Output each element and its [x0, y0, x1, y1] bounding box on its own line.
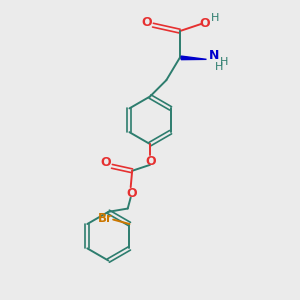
Polygon shape	[181, 56, 206, 60]
Text: Br: Br	[98, 212, 112, 225]
Text: H: H	[220, 57, 229, 67]
Text: O: O	[145, 155, 156, 168]
Text: H: H	[215, 62, 224, 72]
Text: O: O	[141, 16, 152, 29]
Text: O: O	[126, 187, 137, 200]
Text: O: O	[199, 17, 210, 30]
Text: O: O	[101, 156, 111, 169]
Text: N: N	[209, 49, 220, 62]
Text: H: H	[211, 13, 220, 23]
